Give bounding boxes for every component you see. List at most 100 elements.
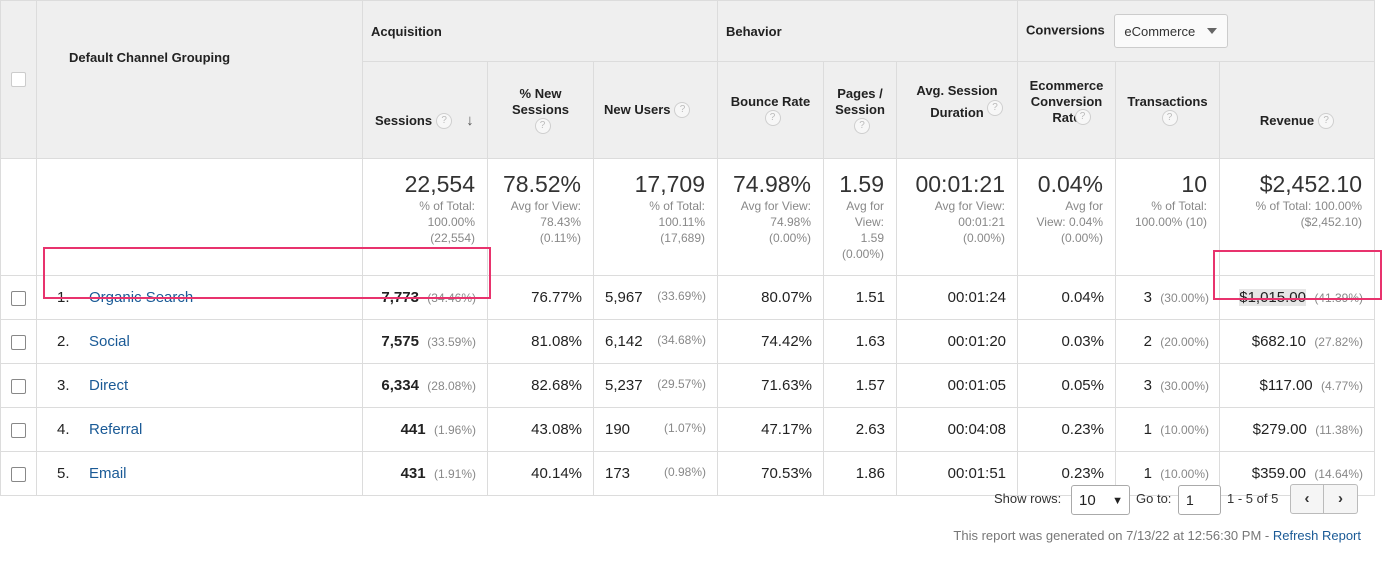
sort-down-arrow-icon[interactable]: ↓ bbox=[466, 112, 474, 130]
transactions-pct: (30.00%) bbox=[1160, 379, 1209, 393]
total-sub: 100.11% bbox=[658, 215, 705, 229]
help-icon[interactable]: ? bbox=[987, 100, 1003, 117]
conversion-type-select[interactable]: eCommerce bbox=[1114, 14, 1229, 48]
total-sub: Avg for View: bbox=[740, 199, 811, 213]
col-transactions[interactable]: Transactions ? bbox=[1115, 61, 1220, 159]
col-ecom-conv-rate[interactable]: Ecommerce Conversion Rate ? bbox=[1017, 61, 1116, 159]
col-revenue[interactable]: Revenue? bbox=[1218, 61, 1376, 159]
pages-session-cell: 1.51 bbox=[823, 275, 897, 320]
total-pct-new-sessions: 78.52% Avg for View: 78.43% (0.11%) bbox=[487, 158, 594, 276]
channel-link[interactable]: Social bbox=[89, 333, 130, 350]
avg-session-duration-cell: 00:01:05 bbox=[896, 363, 1018, 408]
new-users-pct: (34.68%) bbox=[657, 333, 706, 347]
total-value: 00:01:21 bbox=[915, 171, 1005, 197]
behavior-group: Behavior bbox=[717, 0, 1018, 62]
conversion-type-value: eCommerce bbox=[1124, 24, 1196, 39]
total-value: 74.98% bbox=[732, 171, 811, 197]
new-users-pct: (29.57%) bbox=[657, 377, 706, 391]
row-checkbox[interactable] bbox=[11, 422, 26, 438]
show-rows-select[interactable]: 10 ▼ bbox=[1071, 485, 1130, 515]
col-revenue-label: Revenue bbox=[1259, 112, 1315, 128]
help-icon[interactable]: ? bbox=[1074, 109, 1091, 126]
revenue-pct: (14.64%) bbox=[1314, 467, 1364, 481]
col-bounce-rate[interactable]: Bounce Rate ? bbox=[717, 61, 824, 159]
help-icon[interactable]: ? bbox=[764, 110, 781, 127]
help-icon[interactable]: ? bbox=[1318, 113, 1335, 130]
new-users-pct: (1.07%) bbox=[663, 421, 706, 435]
total-value: 78.52% bbox=[502, 171, 581, 197]
help-icon[interactable]: ? bbox=[534, 118, 551, 135]
new-users-cell: 5,237 (29.57%) bbox=[593, 363, 718, 408]
row-checkbox[interactable] bbox=[11, 290, 26, 306]
sessions-cell: 7,575 (33.59%) bbox=[362, 319, 488, 364]
revenue-value: $279.00 bbox=[1252, 421, 1307, 438]
bounce-rate-cell: 70.53% bbox=[717, 451, 824, 496]
new-users-value: 173 bbox=[605, 465, 631, 482]
sessions-value: 441 bbox=[400, 421, 426, 438]
transactions-value: 1 bbox=[1143, 421, 1152, 438]
col-sessions-label: Sessions bbox=[375, 112, 433, 128]
row-checkbox[interactable] bbox=[11, 466, 26, 482]
col-new-users[interactable]: New Users? bbox=[593, 61, 718, 159]
total-sub: 1.59 bbox=[860, 231, 884, 245]
revenue-value: $1,015.00 bbox=[1239, 289, 1306, 306]
col-pct-new-sessions[interactable]: % New Sessions ? bbox=[487, 61, 594, 159]
help-icon[interactable]: ? bbox=[1161, 110, 1178, 127]
new-users-value: 5,237 bbox=[605, 377, 643, 394]
dimension-header[interactable]: Default Channel Grouping bbox=[36, 0, 363, 159]
revenue-cell: $117.00 (4.77%) bbox=[1218, 363, 1376, 408]
table-row: 4. Referral 441 (1.96%) 43.08% 190 (1.07%)… bbox=[0, 407, 1376, 452]
col-pct-new-sessions-label: % New Sessions bbox=[511, 85, 570, 117]
col-avg-session-duration[interactable]: Avg. Session Duration ? bbox=[896, 61, 1018, 159]
total-value: 22,554 bbox=[404, 171, 475, 197]
col-pages-session[interactable]: Pages / Session ? bbox=[823, 61, 897, 159]
refresh-report-link[interactable]: Refresh Report bbox=[1272, 528, 1361, 543]
table-row: 2. Social 7,575 (33.59%) 81.08% 6,142 (34.… bbox=[0, 319, 1376, 364]
highlight-box-organic-sessions bbox=[43, 247, 491, 299]
channel-link[interactable]: Email bbox=[89, 465, 127, 482]
total-bounce-rate: 74.98% Avg for View: 74.98% (0.00%) bbox=[717, 158, 824, 276]
channel-cell: 4. Referral bbox=[36, 407, 363, 452]
new-users-pct: (0.98%) bbox=[663, 465, 706, 479]
channel-link[interactable]: Direct bbox=[89, 377, 129, 394]
total-sub: Avg for View: bbox=[510, 199, 581, 213]
table-row: 3. Direct 6,334 (28.08%) 82.68% 5,237 (29.… bbox=[0, 363, 1376, 408]
transactions-cell: 3 (30.00%) bbox=[1115, 363, 1220, 408]
select-all-checkbox[interactable] bbox=[11, 71, 26, 87]
total-avg-session-duration: 00:01:21 Avg for View: 00:01:21 (0.00%) bbox=[896, 158, 1018, 276]
total-sub: 100.00% (10) bbox=[1134, 215, 1207, 229]
ecom-conv-rate-cell: 0.04% bbox=[1017, 275, 1116, 320]
prev-page-button[interactable]: ‹ bbox=[1290, 484, 1324, 514]
select-all-cell bbox=[0, 0, 37, 159]
conversions-group: Conversions eCommerce bbox=[1016, 0, 1376, 62]
help-icon[interactable]: ? bbox=[436, 113, 453, 130]
col-sessions[interactable]: Sessions? ↓ bbox=[362, 61, 488, 159]
pct-new-sessions-cell: 81.08% bbox=[487, 319, 594, 364]
total-sub: (0.00%) bbox=[841, 247, 884, 261]
bounce-rate-cell: 47.17% bbox=[717, 407, 824, 452]
transactions-pct: (20.00%) bbox=[1160, 335, 1209, 349]
total-sub: (22,554) bbox=[430, 231, 475, 245]
total-sub: Avg for bbox=[846, 199, 884, 213]
total-sub: (0.00%) bbox=[768, 231, 811, 245]
channel-link[interactable]: Referral bbox=[89, 421, 143, 438]
row-checkbox[interactable] bbox=[11, 378, 26, 394]
bounce-rate-cell: 80.07% bbox=[717, 275, 824, 320]
goto-input[interactable]: 1 bbox=[1178, 485, 1221, 515]
total-sub: View: bbox=[854, 215, 884, 229]
chevron-down-icon: ▼ bbox=[1112, 495, 1123, 507]
help-icon[interactable]: ? bbox=[854, 118, 870, 135]
total-sub: 78.43% bbox=[540, 215, 581, 229]
transactions-pct: (10.00%) bbox=[1160, 423, 1209, 437]
revenue-cell: $1,015.00 (41.39%) bbox=[1218, 275, 1376, 320]
row-select-cell bbox=[0, 275, 37, 320]
row-index: 5. bbox=[57, 465, 70, 482]
next-page-button[interactable]: › bbox=[1324, 484, 1358, 514]
row-select-cell bbox=[0, 451, 37, 496]
chevron-down-icon bbox=[1207, 28, 1218, 34]
row-select-cell bbox=[0, 363, 37, 408]
avg-session-duration-cell: 00:01:24 bbox=[896, 275, 1018, 320]
row-checkbox[interactable] bbox=[11, 334, 26, 350]
new-users-pct: (33.69%) bbox=[657, 289, 706, 303]
help-icon[interactable]: ? bbox=[674, 102, 691, 119]
